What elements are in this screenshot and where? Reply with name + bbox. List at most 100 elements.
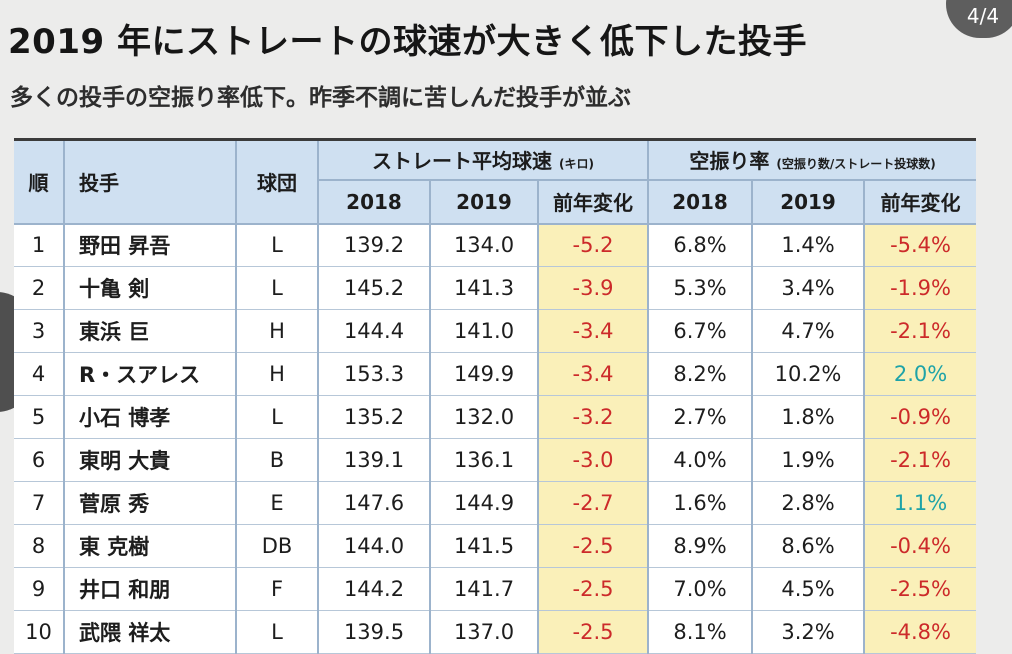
swing-change-cell: -0.9% [864,395,977,439]
swing-2018-cell: 8.2% [648,352,754,396]
swing-change-cell: -2.5% [864,567,977,611]
header-speed-2018: 2018 [318,179,431,225]
header-swing-group: 空振り率 (空振り数/ストレート投球数) [648,139,977,181]
team-cell: L [236,395,319,439]
table-row: 3 東浜 巨 H 144.4 141.0 -3.4 6.7% 4.7% -2.1… [14,309,977,353]
table-row: 4 R・スアレス H 153.3 149.9 -3.4 8.2% 10.2% 2… [14,352,977,396]
swing-change-cell: -1.9% [864,266,977,310]
header-swing-title: 空振り率 [689,149,770,174]
swing-2018-cell: 2.7% [648,395,754,439]
speed-2019-cell: 141.5 [430,524,539,568]
swing-2019-cell: 2.8% [752,481,866,525]
page-subtitle: 多くの投手の空振り率低下。昨季不調に苦しんだ投手が並ぶ [10,85,631,111]
pitcher-cell: 東 克樹 [64,524,237,568]
table-row: 5 小石 博孝 L 135.2 132.0 -3.2 2.7% 1.8% -0.… [14,395,977,439]
pitcher-cell: 十亀 剣 [64,266,237,310]
swing-2019-cell: 4.7% [752,309,866,353]
speed-2019-cell: 149.9 [430,352,539,396]
speed-change-cell: -3.4 [538,309,650,353]
swing-2019-cell: 10.2% [752,352,866,396]
pitcher-cell: 東明 大貴 [64,438,237,482]
swing-2019-cell: 8.6% [752,524,866,568]
table-row: 2 十亀 剣 L 145.2 141.3 -3.9 5.3% 3.4% -1.9… [14,266,977,310]
speed-change-cell: -3.0 [538,438,650,482]
header-rank: 順 [14,139,65,225]
header-swing-change: 前年変化 [864,179,977,225]
speed-2019-cell: 132.0 [430,395,539,439]
pitcher-cell: 野田 昇吾 [64,223,237,267]
speed-2018-cell: 144.0 [318,524,431,568]
team-cell: L [236,610,319,654]
speed-2018-cell: 153.3 [318,352,431,396]
rank-cell: 4 [14,352,65,396]
pitcher-cell: 井口 和朋 [64,567,237,611]
rank-cell: 8 [14,524,65,568]
header-pitcher: 投手 [64,139,237,225]
swing-2018-cell: 8.1% [648,610,754,654]
header-team: 球団 [236,139,319,225]
swing-change-cell: -2.1% [864,438,977,482]
rank-cell: 3 [14,309,65,353]
header-swing-2019: 2019 [752,179,866,225]
pitcher-cell: 小石 博孝 [64,395,237,439]
header-swing-note: (空振り数/ストレート投球数) [776,157,936,172]
swing-2018-cell: 6.7% [648,309,754,353]
speed-2018-cell: 144.4 [318,309,431,353]
swing-2018-cell: 1.6% [648,481,754,525]
page-counter-text: 4/4 [966,4,1000,28]
pitcher-cell: 菅原 秀 [64,481,237,525]
speed-2018-cell: 144.2 [318,567,431,611]
rank-cell: 6 [14,438,65,482]
speed-change-cell: -2.5 [538,524,650,568]
table-row: 8 東 克樹 DB 144.0 141.5 -2.5 8.9% 8.6% -0.… [14,524,977,568]
swing-2019-cell: 3.2% [752,610,866,654]
speed-change-cell: -2.7 [538,481,650,525]
swing-change-cell: -5.4% [864,223,977,267]
header-speed-group: ストレート平均球速 (キロ) [318,139,650,181]
swing-change-cell: -4.8% [864,610,977,654]
table-body: 1 野田 昇吾 L 139.2 134.0 -5.2 6.8% 1.4% -5.… [14,223,977,654]
table-row: 6 東明 大貴 B 139.1 136.1 -3.0 4.0% 1.9% -2.… [14,438,977,482]
speed-change-cell: -5.2 [538,223,650,267]
team-cell: F [236,567,319,611]
header-swing-2018: 2018 [648,179,754,225]
header-speed-change: 前年変化 [538,179,650,225]
speed-2018-cell: 139.1 [318,438,431,482]
table-row: 9 井口 和朋 F 144.2 141.7 -2.5 7.0% 4.5% -2.… [14,567,977,611]
swing-2018-cell: 7.0% [648,567,754,611]
rank-cell: 1 [14,223,65,267]
speed-change-cell: -2.5 [538,567,650,611]
swing-2019-cell: 1.9% [752,438,866,482]
swing-change-cell: 2.0% [864,352,977,396]
speed-2018-cell: 139.2 [318,223,431,267]
page-counter-badge: 4/4 [946,0,1012,38]
speed-2019-cell: 136.1 [430,438,539,482]
swing-2018-cell: 8.9% [648,524,754,568]
speed-change-cell: -3.2 [538,395,650,439]
swing-2019-cell: 4.5% [752,567,866,611]
swing-change-cell: -0.4% [864,524,977,568]
swing-change-cell: -2.1% [864,309,977,353]
header-speed-unit: (キロ) [559,157,594,172]
swing-2019-cell: 1.4% [752,223,866,267]
table-row: 7 菅原 秀 E 147.6 144.9 -2.7 1.6% 2.8% 1.1% [14,481,977,525]
speed-2019-cell: 137.0 [430,610,539,654]
speed-change-cell: -2.5 [538,610,650,654]
swing-2019-cell: 1.8% [752,395,866,439]
team-cell: DB [236,524,319,568]
team-cell: H [236,352,319,396]
team-cell: H [236,309,319,353]
speed-change-cell: -3.4 [538,352,650,396]
speed-change-cell: -3.9 [538,266,650,310]
speed-2019-cell: 134.0 [430,223,539,267]
table-row: 1 野田 昇吾 L 139.2 134.0 -5.2 6.8% 1.4% -5.… [14,223,977,267]
speed-2019-cell: 141.3 [430,266,539,310]
speed-2019-cell: 144.9 [430,481,539,525]
rank-cell: 9 [14,567,65,611]
header-speed-2019: 2019 [430,179,539,225]
speed-2018-cell: 145.2 [318,266,431,310]
page-title: 2019 年にストレートの球速が大きく低下した投手 [8,22,807,62]
swing-2019-cell: 3.4% [752,266,866,310]
team-cell: E [236,481,319,525]
pitcher-cell: 武隈 祥太 [64,610,237,654]
